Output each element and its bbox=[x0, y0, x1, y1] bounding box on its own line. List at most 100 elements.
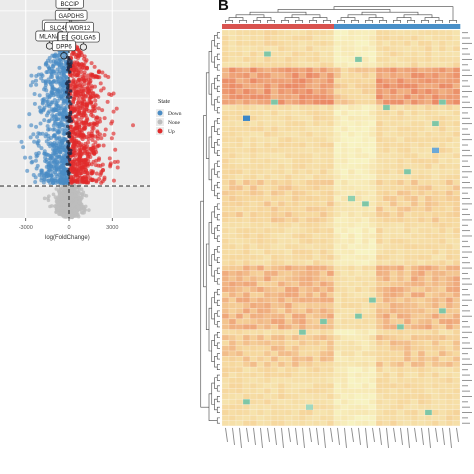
heatmap-cell bbox=[312, 313, 321, 320]
heatmap-cell bbox=[368, 77, 377, 84]
heatmap-cell bbox=[431, 142, 440, 148]
heatmap-cell bbox=[305, 201, 314, 207]
heatmap-cell bbox=[256, 361, 265, 368]
heatmap-cell bbox=[256, 190, 265, 197]
heatmap-cell bbox=[256, 120, 265, 127]
heatmap-cell bbox=[312, 77, 321, 84]
heatmap-cell bbox=[270, 270, 279, 277]
dendrogram-branch bbox=[216, 214, 220, 221]
heatmap-cell bbox=[298, 147, 307, 154]
heatmap-cell bbox=[347, 350, 356, 357]
heatmap-cell bbox=[235, 201, 244, 207]
heatmap-cell bbox=[298, 40, 307, 47]
heatmap-cell bbox=[410, 131, 419, 138]
heatmap-cell bbox=[228, 77, 237, 84]
heatmap-cell bbox=[389, 291, 398, 298]
heatmap-cell bbox=[312, 35, 321, 41]
heatmap-cell bbox=[333, 254, 342, 261]
heatmap-cell bbox=[445, 409, 454, 416]
heatmap-cell bbox=[333, 120, 342, 127]
heatmap-cell bbox=[263, 40, 272, 47]
heatmap-cell bbox=[326, 99, 335, 106]
heatmap-cell bbox=[249, 291, 258, 298]
heatmap-cell bbox=[361, 179, 370, 186]
heatmap-cell bbox=[228, 142, 237, 148]
heatmap-cell bbox=[326, 104, 335, 111]
heatmap-cell bbox=[319, 233, 328, 239]
heatmap-cell bbox=[312, 393, 321, 400]
heatmap-cell bbox=[403, 195, 412, 202]
heatmap-cell bbox=[326, 158, 335, 164]
heatmap-cell bbox=[347, 291, 356, 298]
heatmap-cell bbox=[312, 265, 321, 271]
heatmap-cell bbox=[277, 243, 286, 250]
heatmap-cell bbox=[305, 147, 314, 154]
heatmap-cell bbox=[403, 313, 412, 320]
heatmap-cell bbox=[417, 222, 426, 229]
heatmap-cell bbox=[242, 83, 251, 90]
heatmap-cell bbox=[228, 174, 237, 180]
heatmap-cell bbox=[305, 152, 314, 159]
heatmap-cell bbox=[249, 147, 258, 154]
heatmap-cell bbox=[438, 249, 447, 255]
heatmap-cell bbox=[410, 115, 419, 122]
heatmap-cell bbox=[305, 398, 314, 405]
heatmap-cell bbox=[319, 222, 328, 229]
heatmap-cell bbox=[389, 110, 398, 116]
heatmap-cell bbox=[326, 366, 335, 373]
heatmap-cell bbox=[438, 35, 447, 41]
heatmap-cell bbox=[277, 302, 286, 309]
heatmap-cell bbox=[270, 366, 279, 373]
heatmap-cell bbox=[452, 329, 461, 336]
heatmap-cell bbox=[291, 190, 300, 197]
heatmap-cell bbox=[361, 318, 370, 325]
column-annotation-cell bbox=[236, 24, 244, 29]
heatmap-cell bbox=[347, 227, 356, 234]
heatmap-cell bbox=[375, 179, 384, 186]
heatmap-cell bbox=[326, 345, 335, 352]
heatmap-cell bbox=[221, 136, 230, 143]
heatmap-cell bbox=[284, 131, 293, 138]
heatmap-cell bbox=[396, 388, 405, 394]
heatmap-cell bbox=[445, 168, 454, 175]
dendrogram-branch bbox=[216, 107, 220, 114]
heatmap-cell bbox=[452, 324, 461, 330]
heatmap-cell bbox=[326, 83, 335, 90]
heatmap-cell bbox=[319, 243, 328, 250]
heatmap-cell bbox=[431, 99, 440, 106]
heatmap-cell bbox=[354, 126, 363, 132]
heatmap-cell bbox=[445, 350, 454, 357]
column-annotation-cell bbox=[376, 24, 384, 29]
heatmap-cell bbox=[305, 361, 314, 368]
heatmap-cell bbox=[242, 217, 251, 223]
heatmap-cell bbox=[228, 308, 237, 314]
heatmap-cell bbox=[319, 152, 328, 159]
heatmap-cell bbox=[403, 388, 412, 394]
heatmap-cell bbox=[389, 318, 398, 325]
heatmap-cell bbox=[389, 222, 398, 229]
heatmap-cell bbox=[340, 345, 349, 352]
heatmap-cell bbox=[277, 361, 286, 368]
heatmap-cell bbox=[242, 275, 251, 282]
heatmap-cell bbox=[431, 393, 440, 400]
heatmap-cell bbox=[242, 51, 251, 57]
heatmap-cell bbox=[375, 217, 384, 223]
heatmap-cell bbox=[368, 227, 377, 234]
heatmap-cell bbox=[396, 190, 405, 197]
heatmap-cell bbox=[242, 190, 251, 197]
heatmap-cell bbox=[319, 110, 328, 116]
heatmap-cell bbox=[354, 184, 363, 191]
heatmap-cell bbox=[368, 152, 377, 159]
heatmap-cell bbox=[242, 372, 251, 378]
heatmap-cell bbox=[452, 168, 461, 175]
heatmap-cell bbox=[375, 51, 384, 57]
heatmap-cell bbox=[305, 286, 314, 293]
heatmap-cell bbox=[382, 270, 391, 277]
heatmap-cell bbox=[319, 275, 328, 282]
heatmap-cell bbox=[263, 259, 272, 266]
heatmap-cell bbox=[389, 147, 398, 154]
heatmap-cell bbox=[340, 377, 349, 384]
heatmap-cell bbox=[410, 45, 419, 52]
heatmap-cell bbox=[361, 415, 370, 421]
heatmap-cell bbox=[375, 174, 384, 180]
